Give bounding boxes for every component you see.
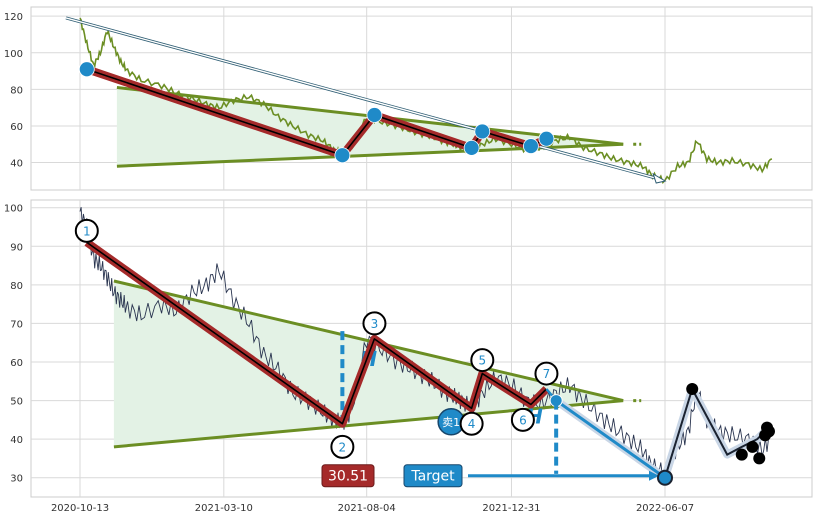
top-triangle-lower-line (116, 142, 624, 168)
top-trend-arrow-inner (65, 17, 660, 180)
top-y-tick-label: 40 (10, 159, 23, 170)
zigzag-point-6-label: 6 (519, 413, 527, 427)
future-dot (753, 452, 766, 465)
top-y-tick-label: 120 (4, 12, 23, 23)
bottom-x-tick-label: 2021-08-04 (338, 503, 396, 514)
zigzag-point-1-label: 1 (83, 224, 91, 238)
target-arrow-head (649, 470, 659, 481)
top-y-tick-label: 80 (10, 85, 23, 96)
zigzag-point-3-label: 3 (371, 317, 379, 331)
bottom-x-ticks: 2020-10-13 2021-03-10 2021-08-04 2021-12-31… (51, 503, 694, 514)
zigzag-point-4-label: 4 (468, 417, 476, 431)
bottom-x-tick-label: 2021-12-31 (482, 503, 540, 514)
top-zigzag-marker (78, 61, 95, 78)
bottom-triangle-lower-line (113, 399, 624, 449)
zigzag-point-7-label: 7 (543, 367, 551, 381)
projection-end-marker (657, 469, 673, 486)
bottom-y-tick-label: 100 (4, 204, 23, 215)
zigzag-point-5-circle (470, 348, 495, 373)
top-y-ticks: 40 60 80 100 120 (4, 12, 23, 169)
bottom-x-tick-label: 2020-10-13 (51, 503, 109, 514)
bottom-x-tick-label: 2022-06-07 (636, 503, 694, 514)
future-dot (762, 425, 775, 438)
top-zigzag-marker (366, 107, 383, 123)
top-trend-arrow-head (652, 172, 667, 184)
sell-marker-label: 卖1 (442, 416, 460, 429)
zigzag-point-2-circle (330, 434, 355, 459)
top-zigzag-marker (463, 140, 480, 156)
bottom-zigzag-inner (86, 241, 547, 425)
target-label: Target (410, 469, 455, 485)
future-path-line (664, 386, 770, 478)
top-zigzag-marker (334, 147, 351, 164)
future-dot (746, 440, 759, 453)
top-zigzag-marker (474, 123, 491, 140)
zigzag-point-7-circle (534, 361, 559, 386)
bottom-y-tick-label: 40 (10, 435, 23, 446)
bottom-y-tick-label: 50 (10, 397, 23, 408)
future-dot (735, 448, 748, 461)
target-box (403, 464, 463, 488)
bottom-y-tick-label: 60 (10, 358, 23, 369)
top-y-tick-label: 60 (10, 122, 23, 133)
top-zigzag-marker (538, 130, 555, 147)
zigzag-point-2-label: 2 (339, 440, 347, 454)
top-zigzag-marker (522, 138, 539, 154)
zigzag-point-5-label: 5 (478, 354, 486, 368)
target-value-label: 30.51 (328, 469, 368, 485)
target-value-box (321, 464, 375, 488)
zigzag-point-6-circle (510, 407, 535, 432)
top-marks (65, 16, 773, 185)
bottom-y-tick-label: 80 (10, 281, 23, 292)
bottom-y-tick-label: 30 (10, 474, 23, 485)
top-chart-panel: 40 60 80 100 120 (4, 6, 813, 191)
zigzag-point-1-circle (74, 218, 99, 243)
bottom-y-tick-label: 70 (10, 319, 23, 330)
future-peak-dot (686, 383, 699, 395)
bottom-x-tick-label: 2021-03-10 (195, 503, 253, 514)
bottom-y-tick-label: 90 (10, 242, 23, 253)
zigzag-point-4-circle (459, 411, 484, 436)
bottom-y-ticks: 30 40 50 60 70 80 90 100 (4, 204, 23, 485)
zigzag-point-3-circle (362, 311, 387, 336)
projection-line (555, 399, 666, 479)
top-y-tick-label: 100 (4, 49, 23, 60)
